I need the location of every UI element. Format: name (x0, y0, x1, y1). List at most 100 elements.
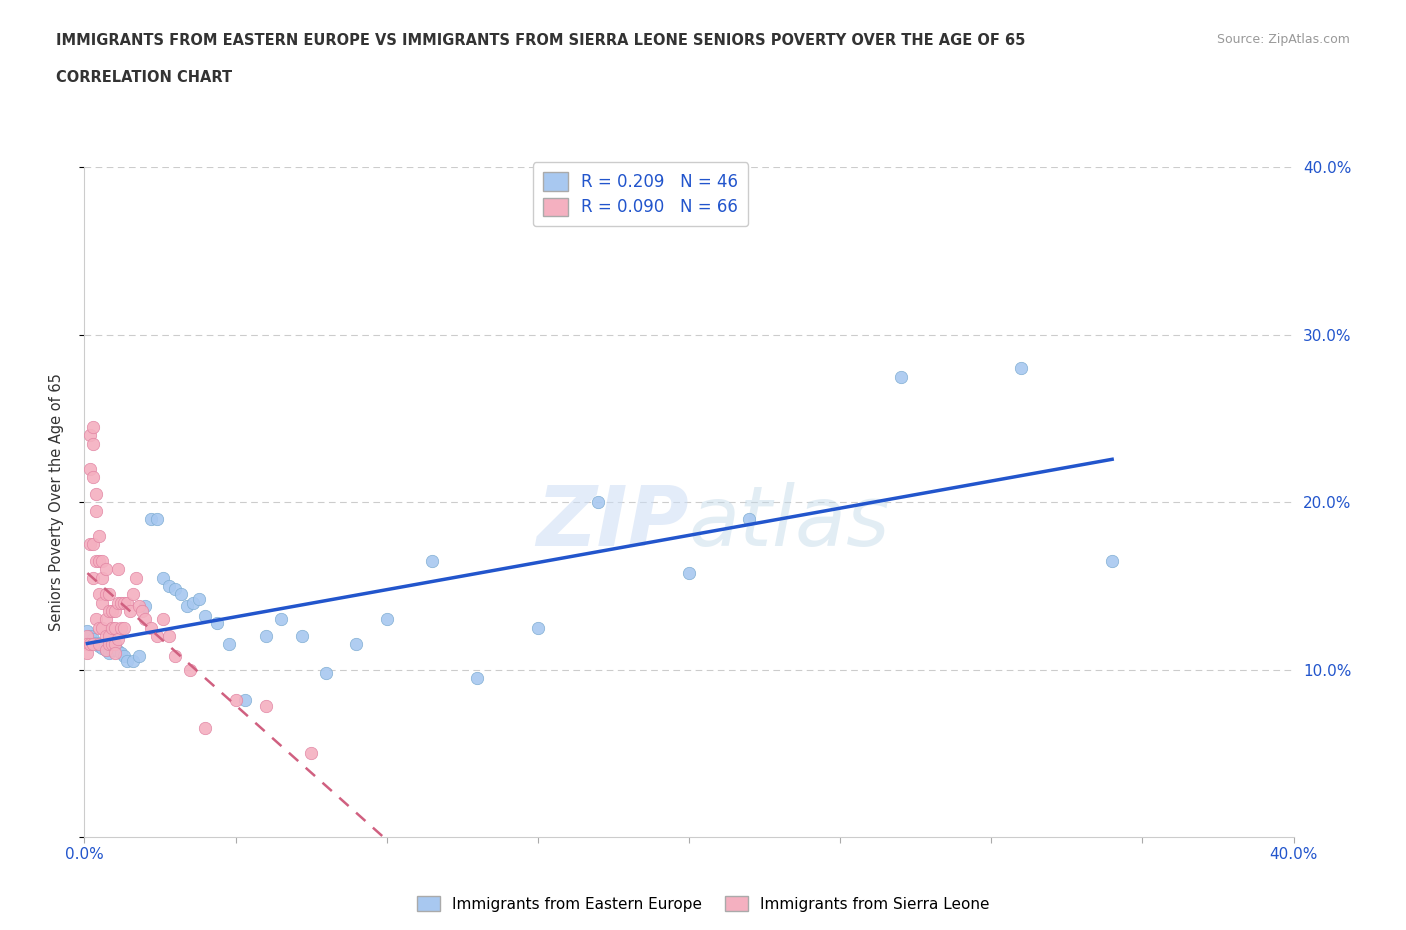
Point (112, 595, 135, 610)
Point (89, 637, 111, 652)
Point (738, 512, 761, 526)
Point (94, 587, 117, 602)
Point (157, 578, 180, 593)
Point (254, 699, 277, 714)
Point (134, 599, 156, 614)
Point (86, 503, 108, 518)
Point (97, 645, 120, 660)
Point (128, 599, 150, 614)
Point (94, 629, 117, 644)
Point (107, 632, 129, 647)
Point (86, 612, 108, 627)
Point (121, 587, 143, 602)
Point (165, 582, 187, 597)
Point (207, 616, 229, 631)
Point (79, 537, 101, 551)
Point (107, 644, 129, 658)
Point (76, 637, 98, 652)
Point (107, 562, 129, 577)
Point (107, 595, 129, 610)
Text: atlas: atlas (689, 482, 890, 563)
Point (79, 428, 101, 443)
Legend: R = 0.209   N = 46, R = 0.090   N = 66: R = 0.209 N = 46, R = 0.090 N = 66 (533, 163, 748, 226)
Point (82, 637, 104, 652)
Point (104, 637, 127, 652)
Point (100, 620, 122, 635)
Point (82, 470, 104, 485)
Point (104, 604, 127, 618)
Point (146, 629, 169, 644)
Point (91, 641, 114, 656)
Point (91, 570, 114, 585)
Text: IMMIGRANTS FROM EASTERN EUROPE VS IMMIGRANTS FROM SIERRA LEONE SENIORS POVERTY O: IMMIGRANTS FROM EASTERN EUROPE VS IMMIGR… (56, 33, 1025, 47)
Point (89, 620, 111, 635)
Point (218, 637, 240, 652)
Point (225, 692, 247, 707)
Point (678, 565, 700, 580)
Point (91, 553, 114, 568)
Point (115, 595, 138, 610)
Point (97, 629, 120, 644)
Point (97, 637, 120, 652)
Legend: Immigrants from Eastern Europe, Immigrants from Sierra Leone: Immigrants from Eastern Europe, Immigran… (411, 889, 995, 918)
Point (1101, 553, 1123, 568)
Point (100, 637, 122, 652)
Point (110, 620, 132, 635)
Y-axis label: Seniors Poverty Over the Age of 65: Seniors Poverty Over the Age of 65 (49, 373, 63, 631)
Point (82, 537, 104, 551)
Point (170, 587, 193, 602)
Point (82, 570, 104, 585)
Point (76, 624, 98, 639)
Point (152, 612, 174, 627)
Point (89, 639, 111, 654)
Point (146, 512, 169, 526)
Point (100, 642, 122, 657)
Point (76, 645, 98, 660)
Text: CORRELATION CHART: CORRELATION CHART (56, 70, 232, 85)
Point (79, 461, 101, 476)
Point (97, 587, 120, 602)
Point (97, 604, 120, 618)
Point (89, 587, 111, 602)
Point (291, 629, 314, 644)
Point (346, 637, 368, 652)
Point (82, 632, 104, 647)
Point (104, 637, 127, 652)
Text: Source: ZipAtlas.com: Source: ZipAtlas.com (1216, 33, 1350, 46)
Point (79, 629, 101, 644)
Point (82, 436, 104, 451)
Point (89, 528, 111, 543)
Point (588, 495, 610, 510)
Point (110, 595, 132, 610)
Point (375, 612, 398, 627)
Point (104, 645, 127, 660)
Point (94, 612, 117, 627)
Point (128, 649, 150, 664)
Point (254, 629, 277, 644)
Point (188, 591, 211, 606)
Point (139, 620, 162, 635)
Point (131, 604, 153, 618)
Point (179, 662, 201, 677)
Point (890, 369, 912, 384)
Point (104, 620, 127, 635)
Point (91, 595, 114, 610)
Point (315, 666, 337, 681)
Point (86, 553, 108, 568)
Point (527, 620, 550, 635)
Point (100, 604, 122, 618)
Point (125, 570, 148, 585)
Point (94, 642, 117, 657)
Point (91, 620, 114, 635)
Point (194, 721, 217, 736)
Point (82, 419, 104, 434)
Text: ZIP: ZIP (536, 482, 689, 563)
Point (299, 746, 322, 761)
Point (1011, 361, 1033, 376)
Point (420, 553, 443, 568)
Point (118, 604, 141, 618)
Point (467, 671, 489, 685)
Point (194, 608, 217, 623)
Point (110, 645, 132, 660)
Point (233, 692, 256, 707)
